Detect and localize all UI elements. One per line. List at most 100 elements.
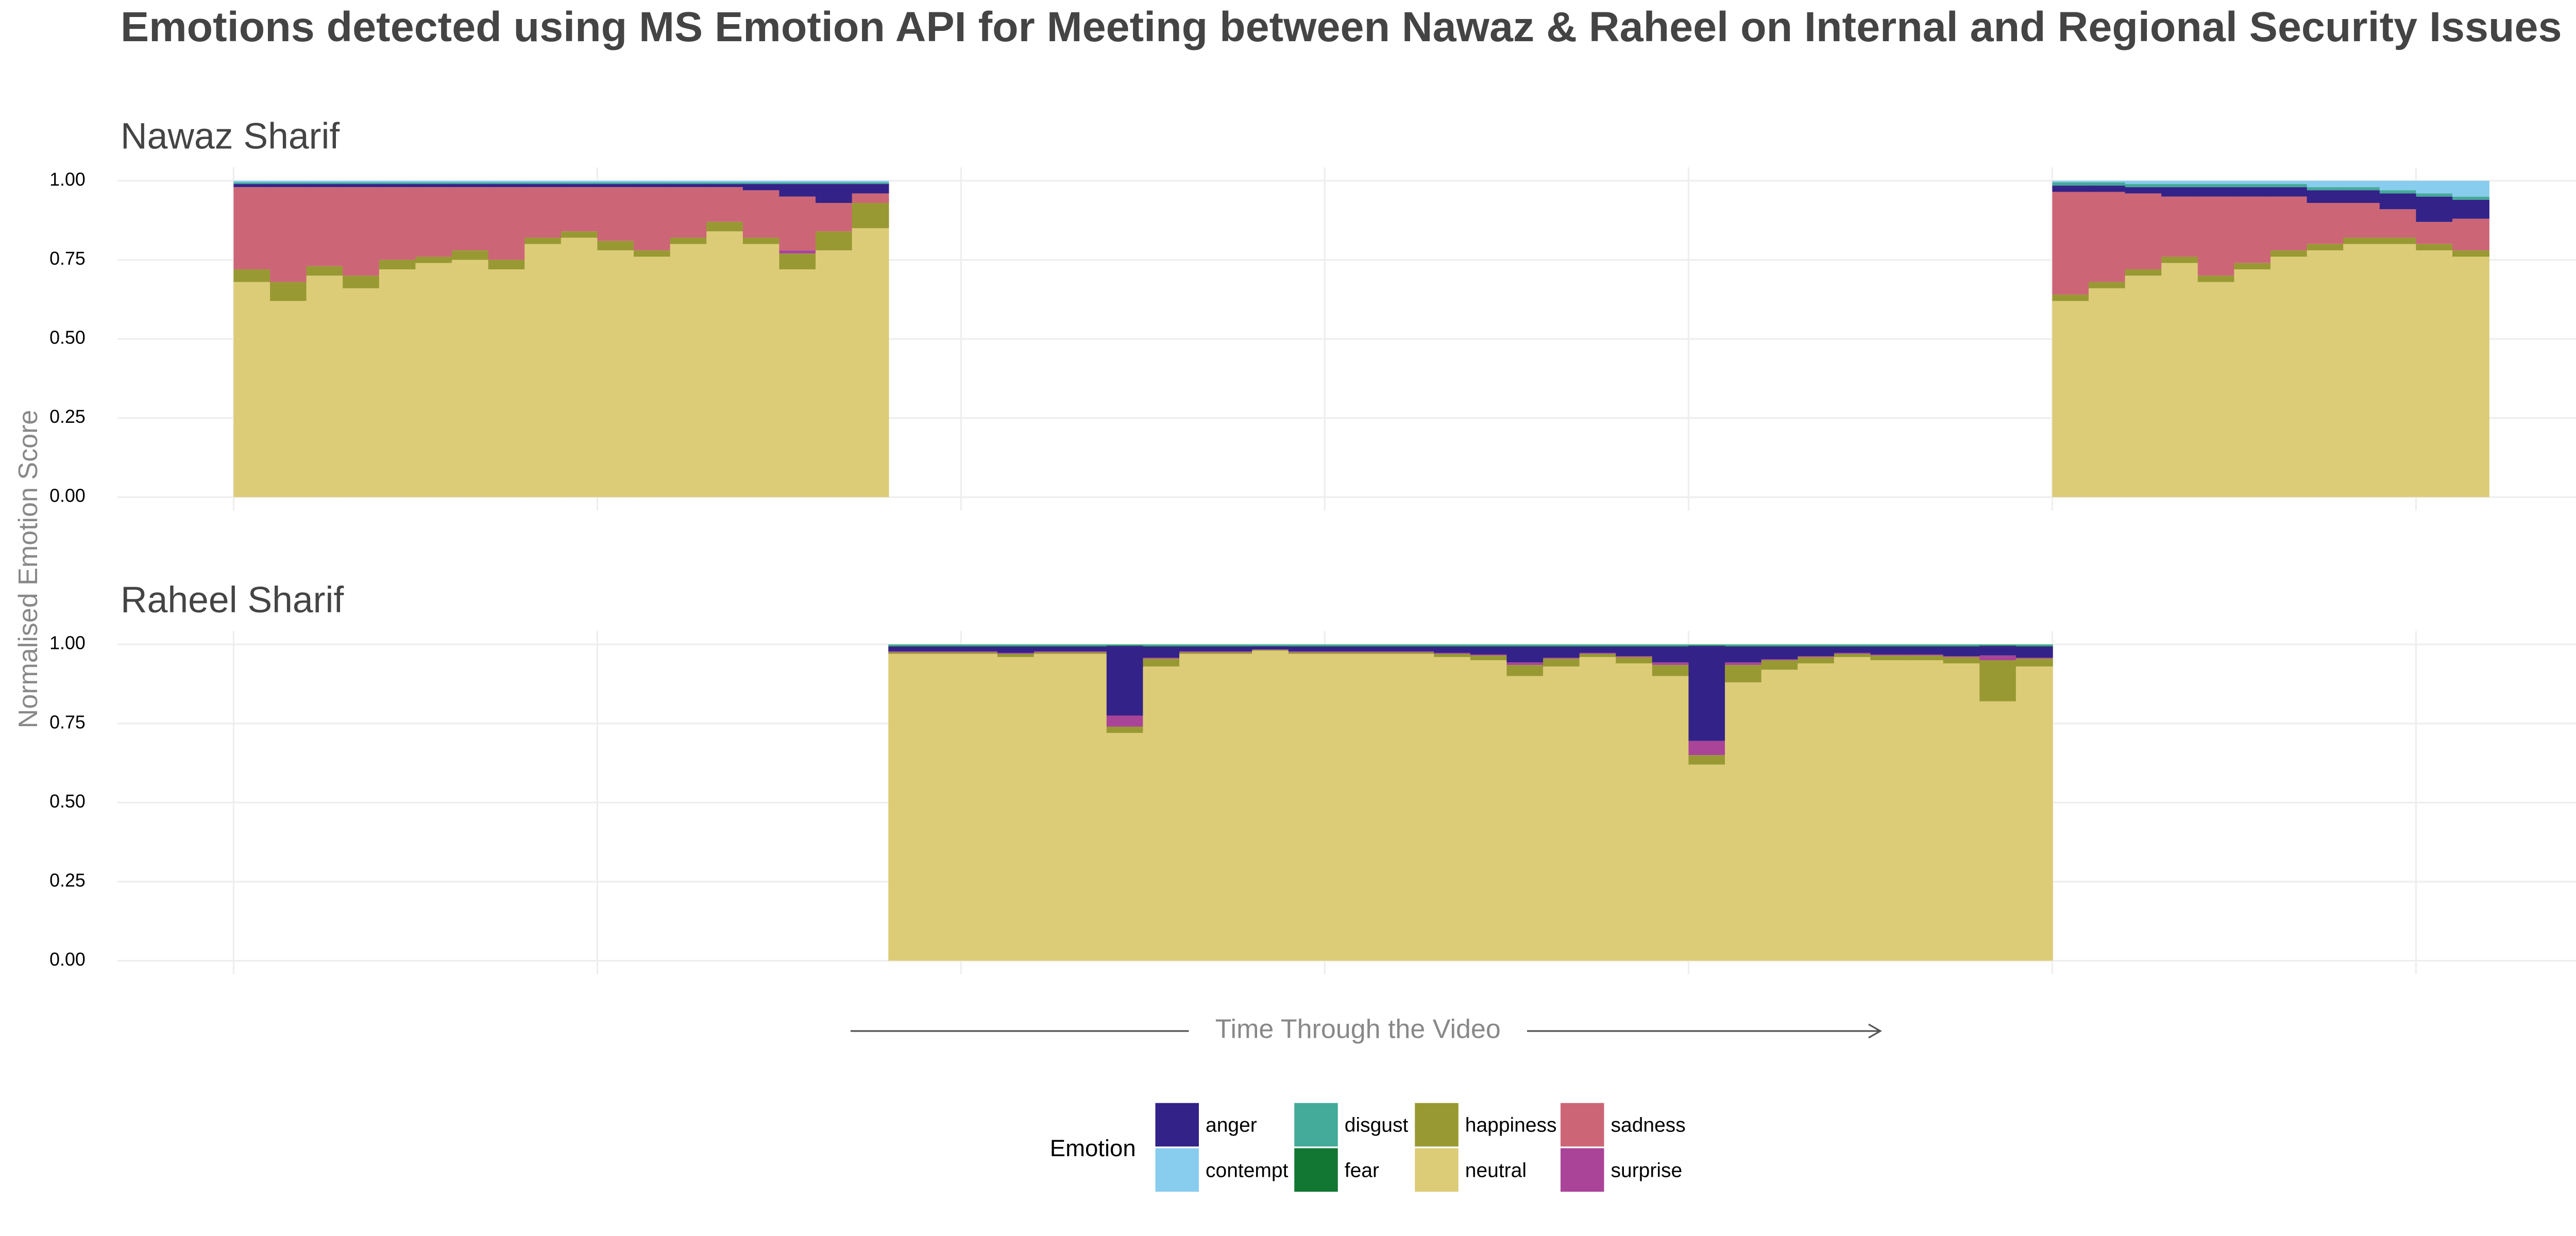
bar-segment: contempt: [2452, 181, 2489, 197]
bar-segment: happiness: [1652, 665, 1689, 676]
bar-segment: neutral: [1288, 654, 1326, 961]
bar-segment: surprise: [1070, 651, 1108, 653]
bar-segment: sadness: [2125, 193, 2162, 269]
bar-segment: sadness: [2416, 221, 2453, 244]
bar-segment: contempt: [2197, 181, 2235, 184]
bar-segment: anger: [2234, 187, 2272, 197]
bar-segment: surprise: [1470, 654, 1507, 656]
bar-segment: neutral: [2270, 256, 2308, 497]
bar-segment: neutral: [924, 654, 962, 961]
bar-segment: sadness: [452, 187, 489, 251]
bar-segment: happiness: [1325, 652, 1362, 654]
bar-segment: neutral: [452, 260, 489, 497]
bar-segment: happiness: [2343, 237, 2381, 244]
bar-segment: happiness: [1215, 652, 1253, 654]
bar-segment: happiness: [306, 266, 344, 276]
x-axis-label: Time Through the Video: [1215, 1015, 1501, 1044]
bar-segment: neutral: [561, 237, 598, 497]
bar-segment: disgust: [2052, 182, 2090, 186]
bar-segment: neutral: [306, 276, 344, 497]
bar-segment: anger: [379, 184, 416, 187]
bar-segment: contempt: [670, 181, 707, 183]
bar-segment: disgust: [524, 182, 562, 184]
bar-segment: surprise: [1943, 656, 1980, 657]
bar-segment: disgust: [2452, 196, 2489, 200]
bar-segment: sadness: [2379, 209, 2417, 238]
bar-segment: neutral: [343, 288, 380, 497]
bar-segment: anger: [1616, 646, 1653, 656]
bar-segment: anger: [2015, 646, 2053, 658]
bar-segment: neutral: [1397, 654, 1435, 961]
bar-segment: anger: [2416, 196, 2453, 222]
bar-segment: anger: [1943, 646, 1980, 656]
bar-segment: happiness: [1288, 652, 1326, 654]
bar-segment: happiness: [779, 253, 817, 269]
bar-segment: contempt: [742, 181, 780, 183]
bar-segment: happiness: [2052, 295, 2090, 301]
bar-segment: surprise: [1652, 662, 1689, 665]
bar-segment: sadness: [306, 187, 344, 266]
bar-segment: anger: [452, 184, 489, 187]
bars: neutralhappinesssurprisesadnessangerfear…: [888, 644, 2053, 961]
bar-segment: neutral: [270, 301, 307, 497]
bar-segment: disgust: [1106, 644, 1144, 646]
bar-segment: sadness: [2089, 192, 2126, 282]
bar-segment: happiness: [1106, 726, 1144, 733]
bar-segment: anger: [670, 184, 707, 187]
bar-segment: happiness: [816, 231, 853, 251]
bar-segment: contempt: [634, 181, 671, 183]
bar-segment: disgust: [2234, 184, 2272, 187]
bar-segment: neutral: [2197, 282, 2235, 497]
bar-segment: happiness: [1834, 654, 1871, 657]
y-tick-label: 0.00: [49, 486, 86, 506]
bar-segment: disgust: [706, 182, 744, 184]
bar-segment: disgust: [1179, 644, 1216, 646]
bar-segment: happiness: [997, 654, 1035, 657]
bar-segment: anger: [1288, 646, 1326, 651]
bar-segment: happiness: [742, 237, 780, 244]
bar-segment: anger: [1325, 646, 1362, 651]
bar-segment: anger: [1070, 646, 1108, 651]
bar-segment: disgust: [1506, 644, 1544, 646]
bar-segment: disgust: [1033, 644, 1071, 646]
bar-segment: happiness: [1434, 654, 1471, 657]
bar-segment: surprise: [1252, 649, 1290, 650]
bar-segment: neutral: [1798, 663, 1835, 961]
legend-label: contempt: [1206, 1159, 1289, 1181]
bar-segment: anger: [1870, 646, 1908, 655]
bar-segment: anger: [1543, 646, 1580, 658]
y-tick-label: 1.00: [49, 169, 86, 190]
legend-label: surprise: [1611, 1159, 1683, 1181]
bar-segment: neutral: [1070, 654, 1108, 961]
legend-swatch: [1415, 1103, 1459, 1147]
bar-segment: happiness: [2379, 237, 2417, 244]
bar-segment: disgust: [742, 182, 780, 184]
bar-segment: contempt: [2343, 181, 2381, 187]
bar-segment: anger: [1033, 646, 1071, 651]
bar-segment: disgust: [343, 182, 380, 184]
bar-segment: disgust: [2270, 184, 2308, 187]
legend-swatch: [1561, 1148, 1604, 1192]
bar-segment: contempt: [379, 181, 416, 183]
bar-segment: neutral: [233, 282, 271, 497]
bar-segment: disgust: [1397, 644, 1435, 646]
bar-segment: surprise: [1725, 662, 1762, 665]
bar-segment: happiness: [2015, 658, 2053, 667]
bar-segment: contempt: [270, 181, 307, 183]
bar-segment: disgust: [2197, 184, 2235, 187]
bar-segment: contempt: [2125, 181, 2162, 184]
bar-segment: surprise: [779, 250, 817, 254]
bar-segment: neutral: [1943, 663, 1980, 961]
bar-segment: happiness: [634, 250, 671, 257]
bar-segment: disgust: [1761, 644, 1799, 646]
bar-segment: neutral: [2379, 244, 2417, 497]
legend-label: disgust: [1345, 1114, 1409, 1137]
bar-segment: disgust: [1252, 644, 1290, 646]
bar-segment: neutral: [597, 250, 635, 497]
bar-segment: neutral: [1688, 764, 1726, 961]
bar-segment: neutral: [1106, 733, 1144, 961]
bar-segment: sadness: [2343, 202, 2381, 238]
bar-segment: happiness: [2270, 250, 2308, 257]
bar-segment: disgust: [670, 182, 707, 184]
